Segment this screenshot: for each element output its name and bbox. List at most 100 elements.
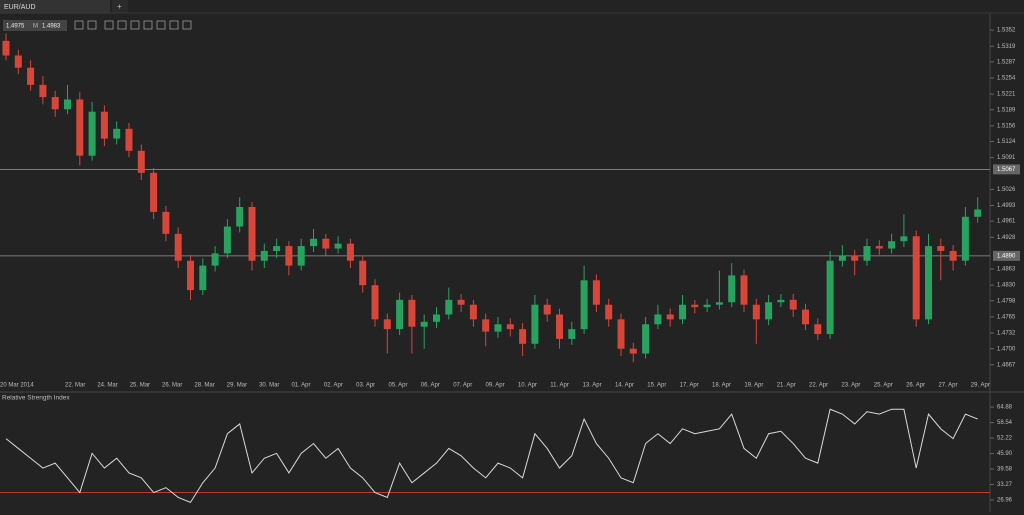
new-tab-button[interactable] (112, 0, 128, 13)
candle-body (273, 246, 281, 251)
x-tick-label: 09. Apr (486, 383, 505, 389)
template-button[interactable] (143, 20, 153, 30)
x-tick-label: 03. Apr (356, 383, 375, 389)
candle-body (888, 241, 896, 249)
y-tick-label: 1.5221 (997, 92, 1016, 98)
y-tick-label: 1.5091 (997, 155, 1016, 161)
x-tick-label: 25. Apr (874, 383, 893, 389)
x-tick-label: 30. Mar (259, 383, 279, 389)
y-tick-label: 1.5287 (997, 59, 1016, 65)
candle-body (445, 299, 453, 315)
save-button[interactable] (156, 20, 166, 30)
candle-body (679, 304, 686, 320)
x-tick-label: 11. Apr (550, 383, 569, 389)
y-tick-label: 1.4700 (997, 346, 1016, 352)
candle-body (64, 99, 71, 110)
candle-body (494, 324, 502, 332)
candle-body (174, 233, 182, 261)
y-tick-label: 26.96 (997, 498, 1013, 504)
tab-label: EUR/AUD (4, 4, 36, 11)
line-tool-button[interactable] (182, 20, 192, 30)
y-tick-label: 1.4863 (997, 267, 1016, 273)
zoom-out-button[interactable] (87, 20, 97, 30)
y-tick-label: 1.5026 (997, 187, 1016, 193)
candle-body (88, 111, 96, 156)
x-tick-label: 10. Apr (518, 383, 537, 389)
candle-body (765, 302, 773, 320)
x-tick-label: 17. Apr (680, 383, 699, 389)
candle-body (654, 314, 662, 325)
candle-body (715, 302, 723, 305)
candle-body (236, 206, 244, 227)
x-tick-label: 15. Apr (647, 383, 666, 389)
y-tick-label: 33.27 (997, 482, 1013, 488)
candle-body (838, 255, 846, 261)
candle-body (150, 172, 158, 212)
candle-body (629, 348, 637, 354)
x-tick-label: 23. Apr (841, 383, 860, 389)
x-tick-label: 21. Apr (777, 383, 796, 389)
candle-body (420, 321, 428, 327)
candle-body (371, 285, 379, 320)
candle-body (162, 211, 170, 234)
candle-body (814, 324, 822, 335)
x-tick-label: 22. Mar (65, 383, 85, 389)
y-tick-label: 1.4993 (997, 203, 1016, 209)
candle-body (642, 324, 650, 354)
candle-body (408, 299, 416, 327)
x-tick-label: 05. Apr (389, 383, 408, 389)
candle-body (310, 238, 317, 247)
y-tick-label: 1.5319 (997, 44, 1016, 50)
candle-body (592, 280, 600, 305)
candle-body (39, 84, 47, 98)
x-tick-label: 28. Mar (194, 383, 214, 389)
y-tick-label: 1.4928 (997, 235, 1016, 241)
y-tick-label: 64.88 (997, 405, 1013, 411)
candle-body (789, 299, 797, 310)
level-label: 1.5067 (997, 167, 1016, 173)
indicators-button[interactable] (130, 20, 140, 30)
tab[interactable] (0, 0, 110, 13)
x-tick-label: 26. Apr (906, 383, 925, 389)
x-tick-label: 27. Apr (938, 383, 957, 389)
candle-body (568, 329, 576, 339)
candle-body (912, 236, 920, 320)
candle-body (100, 111, 108, 139)
x-tick-label: 25. Mar (130, 383, 150, 389)
candle-body (802, 309, 809, 325)
candle-body (260, 250, 268, 261)
candle-body (297, 246, 305, 266)
candle-body (199, 265, 207, 291)
x-tick-label: 06. Apr (421, 383, 440, 389)
x-tick-label: 26. Mar (162, 383, 182, 389)
candle-body (469, 304, 477, 320)
y-tick-label: 1.5254 (997, 76, 1016, 82)
draw-button[interactable] (169, 20, 179, 30)
candles-button[interactable] (117, 20, 127, 30)
y-tick-label: 1.5189 (997, 107, 1016, 113)
candle-body (531, 304, 539, 344)
y-tick-label: 39.58 (997, 467, 1013, 473)
x-tick-label: 29. Mar (227, 383, 247, 389)
candle-body (777, 299, 785, 303)
candle-body (346, 243, 354, 261)
zoom-in-button[interactable] (74, 20, 84, 30)
candle-body (900, 236, 908, 242)
candle-body (14, 55, 22, 68)
bid-price: 1.4975 (6, 24, 25, 30)
candle-body (961, 216, 969, 261)
candle-body (740, 275, 748, 305)
candle-body (728, 275, 736, 303)
candle-body (396, 299, 404, 330)
candle-body (580, 280, 588, 330)
x-tick-label: 14. Apr (615, 383, 634, 389)
candle-body (2, 40, 10, 56)
candle-body (863, 246, 871, 261)
x-tick-label: 29. Apr (971, 383, 990, 389)
crosshair-button[interactable] (104, 20, 114, 30)
x-tick-label: 13. Apr (583, 383, 602, 389)
candle-body (51, 97, 59, 110)
rsi-title: Relative Strength Index (2, 395, 70, 402)
candle-body (703, 304, 711, 308)
